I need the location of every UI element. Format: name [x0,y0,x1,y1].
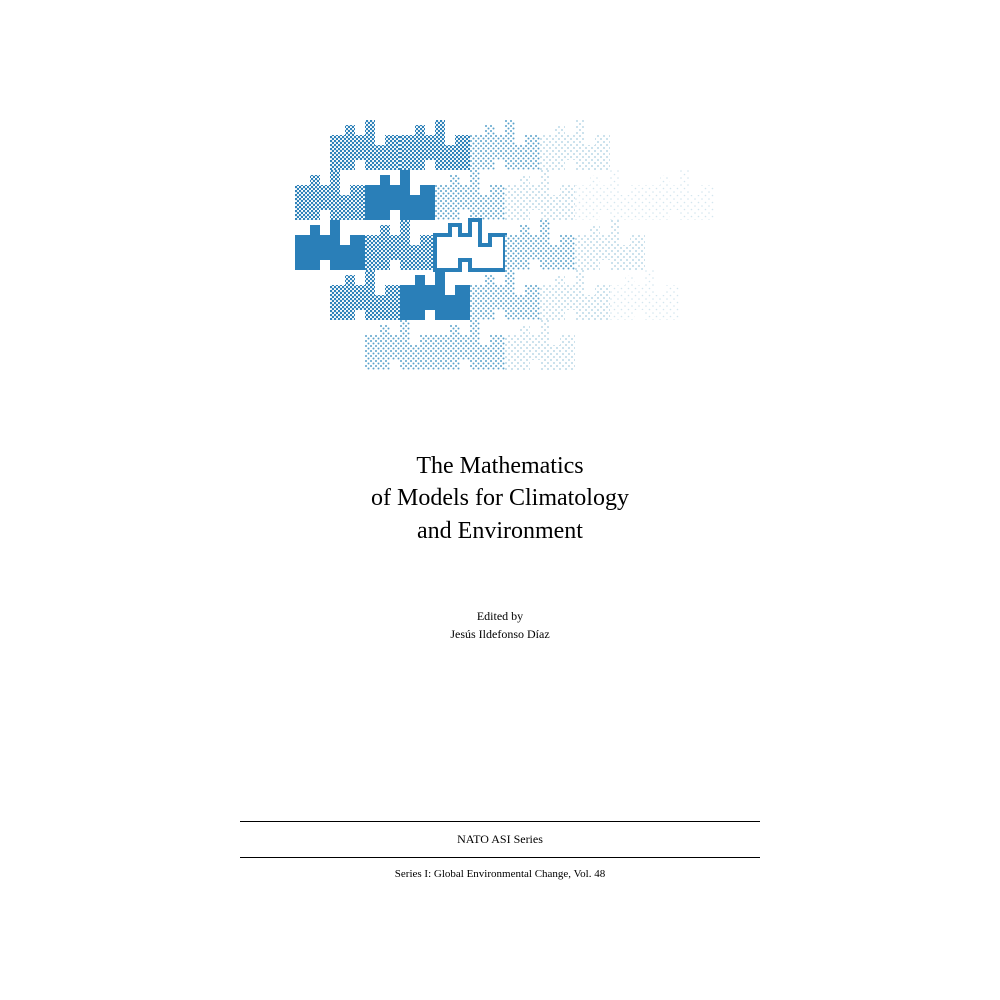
title-line-2: of Models for Climatology [371,482,629,514]
series-sub: Series I: Global Environmental Change, V… [200,858,800,890]
series-block: NATO ASI Series Series I: Global Environ… [200,821,800,890]
series-main: NATO ASI Series [200,822,800,857]
title-line-3: and Environment [371,515,629,547]
book-cover: The Mathematics of Models for Climatolog… [200,50,800,950]
cover-graphic [270,110,730,390]
title-block: The Mathematics of Models for Climatolog… [371,450,629,547]
title-line-1: The Mathematics [371,450,629,482]
editor-name: Jesús Ildefonso Díaz [450,625,549,643]
editor-label: Edited by [450,607,549,625]
editor-block: Edited by Jesús Ildefonso Díaz [450,607,549,643]
